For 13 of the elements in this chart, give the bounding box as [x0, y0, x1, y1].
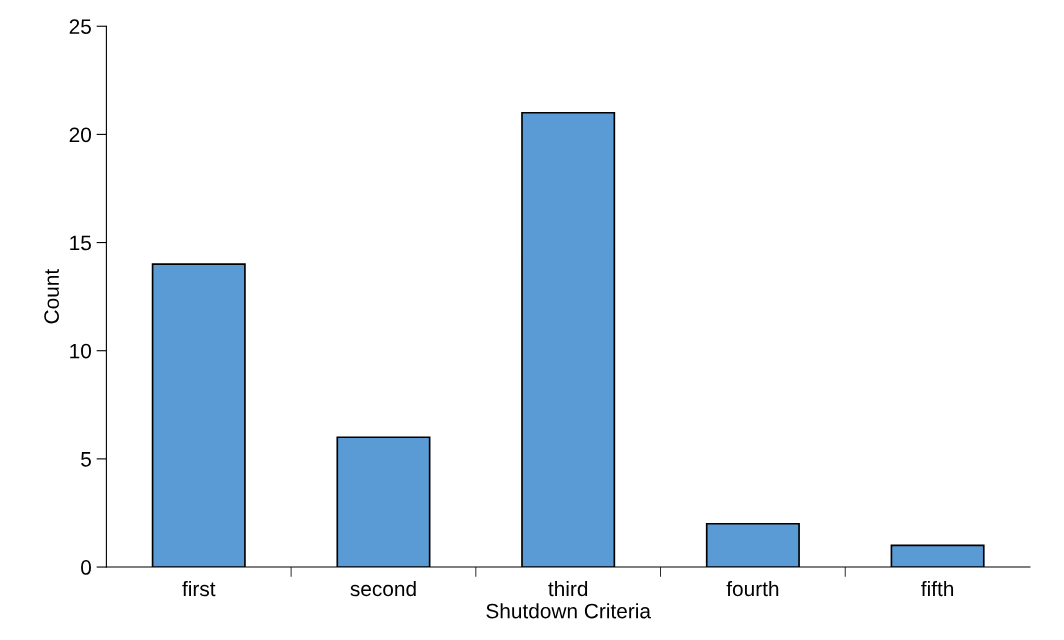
- y-tick-label: 15: [70, 235, 91, 251]
- x-tick-label: third: [548, 580, 588, 597]
- y-tick-label: 20: [69, 127, 91, 143]
- x-tick-label: fourth: [726, 580, 779, 597]
- x-axis-title: Shutdown Criteria: [486, 603, 651, 619]
- y-tick-label: 10: [70, 343, 91, 359]
- y-tick-label: 0: [81, 560, 91, 575]
- y-tick-label: 25: [69, 19, 91, 34]
- y-tick-label: 5: [81, 452, 91, 467]
- y-axis-title: Count: [44, 269, 59, 324]
- x-tick-label: first: [182, 580, 216, 597]
- x-tick-label: second: [350, 580, 416, 597]
- x-tick-label: fifth: [921, 580, 954, 597]
